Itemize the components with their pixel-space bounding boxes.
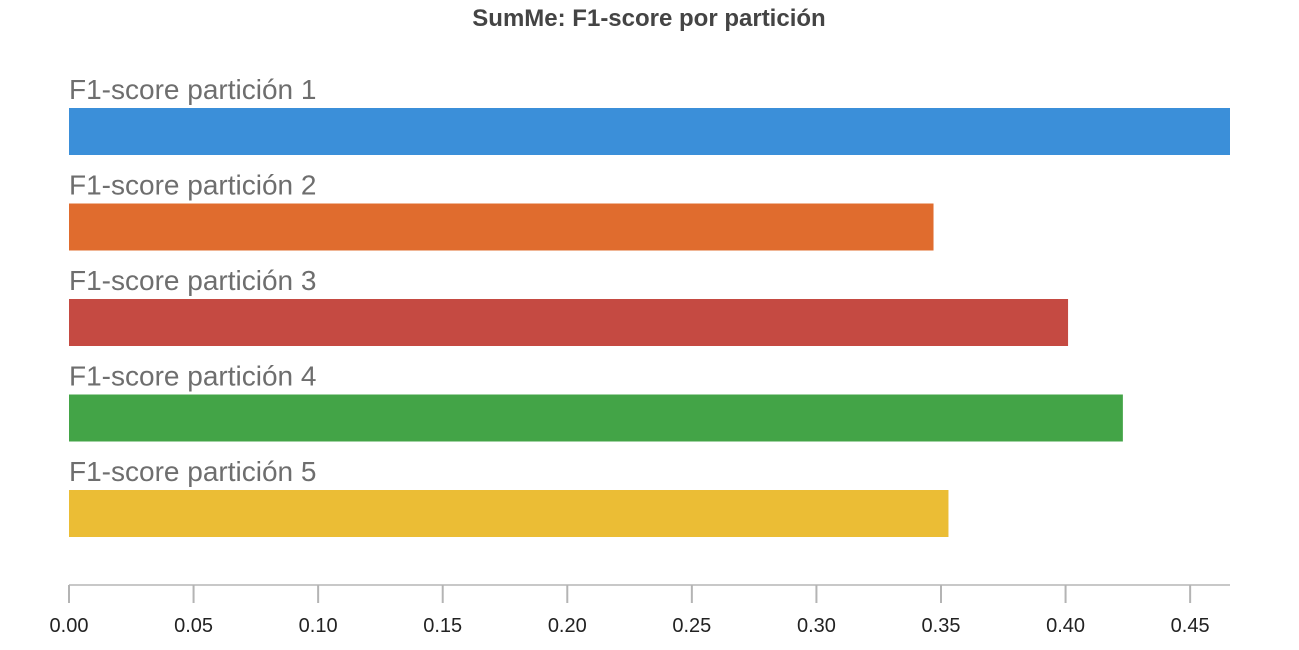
x-tick-label: 0.15 xyxy=(423,615,462,637)
x-axis: 0.00 0.05 0.10 0.15 0.20 0.25 0.30 0.35 0.40 0.45 xyxy=(50,584,1230,637)
x-tick-label: 0.10 xyxy=(299,615,338,637)
x-tick-label: 0.35 xyxy=(922,615,961,637)
x-tick-label: 0.00 xyxy=(50,615,89,637)
chart-title: SumMe: F1-score por partición xyxy=(472,5,825,32)
x-tick-label: 0.05 xyxy=(174,615,213,637)
x-tick-label: 0.20 xyxy=(548,615,587,637)
bar xyxy=(69,203,934,251)
category-label: F1-score partición 1 xyxy=(69,74,316,105)
x-tick-label: 0.25 xyxy=(672,615,711,637)
bar xyxy=(69,299,1069,346)
bar xyxy=(69,108,1230,155)
category-label: F1-score partición 3 xyxy=(69,265,316,296)
x-tick-label: 0.40 xyxy=(1046,615,1085,637)
bars-layer: F1-score partición 1 F1-score partición 2… xyxy=(69,74,1230,537)
category-label: F1-score partición 5 xyxy=(69,456,316,487)
x-tick-label: 0.45 xyxy=(1171,615,1210,637)
x-tick-label: 0.30 xyxy=(797,615,836,637)
category-label: F1-score partición 2 xyxy=(69,170,316,201)
category-label: F1-score partición 4 xyxy=(69,361,316,392)
bar xyxy=(69,490,949,537)
bar xyxy=(69,394,1123,442)
